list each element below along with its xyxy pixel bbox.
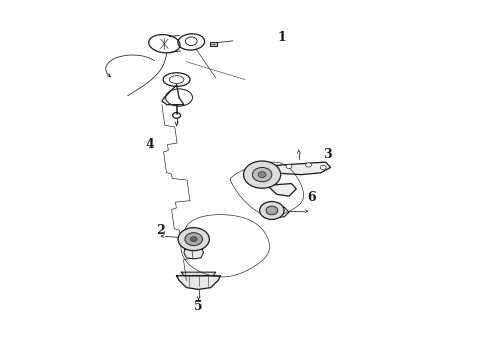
Text: 6: 6 (307, 192, 316, 204)
Polygon shape (181, 272, 216, 276)
Text: 3: 3 (323, 148, 331, 161)
Circle shape (178, 228, 209, 251)
Polygon shape (267, 162, 331, 175)
Text: 4: 4 (146, 138, 154, 151)
Circle shape (258, 172, 266, 177)
Bar (210, 41, 217, 46)
Text: 2: 2 (156, 224, 165, 238)
Circle shape (252, 167, 272, 182)
Text: 5: 5 (194, 300, 202, 313)
Polygon shape (265, 207, 289, 218)
Circle shape (244, 161, 281, 188)
Circle shape (306, 163, 312, 167)
Circle shape (320, 165, 326, 170)
Circle shape (286, 164, 292, 168)
Polygon shape (176, 276, 220, 289)
Text: 1: 1 (277, 31, 286, 44)
Polygon shape (267, 184, 296, 196)
Circle shape (185, 233, 202, 246)
Circle shape (266, 206, 278, 215)
Polygon shape (184, 249, 203, 259)
Circle shape (260, 202, 284, 220)
Circle shape (190, 237, 197, 242)
